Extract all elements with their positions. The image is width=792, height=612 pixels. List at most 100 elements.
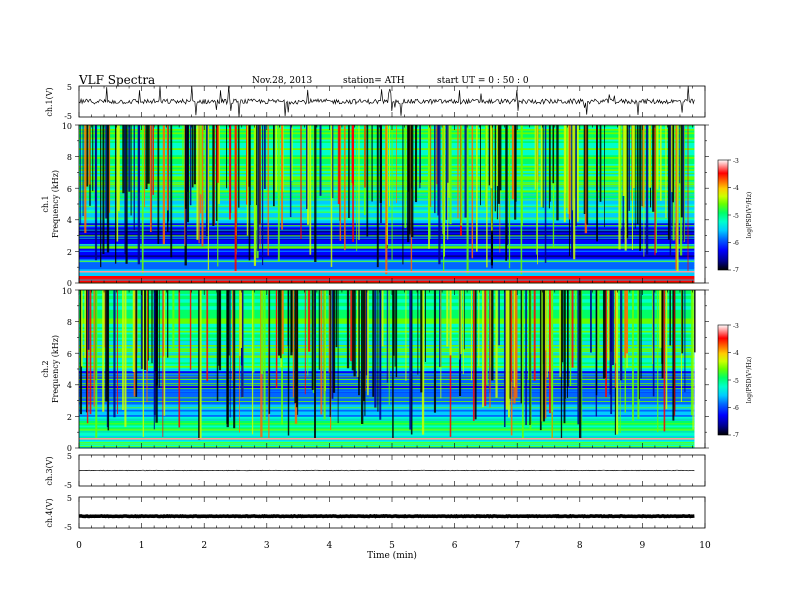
- spec-band: [79, 419, 695, 423]
- spec-band: [79, 412, 695, 416]
- spec-streak: [632, 125, 636, 189]
- spec-streak: [563, 290, 566, 424]
- spec-line: [79, 435, 695, 437]
- spec-band: [79, 395, 695, 398]
- spec-streak: [106, 125, 110, 253]
- ch4-ytick-bottom: -5: [64, 523, 72, 532]
- spec-line: [79, 385, 695, 387]
- spec-streak: [199, 125, 202, 195]
- spec-streak: [676, 125, 679, 272]
- ch2-ytick-8: 8: [67, 318, 72, 327]
- spec-streak: [144, 290, 147, 370]
- spec-band: [79, 405, 695, 409]
- spec-streak: [140, 290, 143, 370]
- spec-band: [79, 363, 695, 366]
- spec-streak: [573, 125, 576, 260]
- spec-streak: [636, 125, 639, 225]
- spec-streak: [645, 125, 649, 255]
- spec-band: [79, 297, 695, 300]
- spec-streak: [311, 290, 314, 390]
- spec-streak: [654, 125, 656, 256]
- spec-line: [79, 440, 695, 441]
- spec-streak: [389, 125, 391, 207]
- spec-streak: [620, 125, 622, 229]
- spec-streak: [363, 290, 365, 402]
- spec-streak: [95, 290, 98, 438]
- spec-band: [79, 274, 695, 277]
- ch3-trace: [78, 469, 695, 472]
- spec-streak: [466, 125, 469, 274]
- ch4-waveform-panel: 5 -5 ch.4(V): [45, 494, 706, 532]
- spec-streak: [510, 290, 512, 382]
- spec-streak: [238, 125, 240, 208]
- spec-band: [79, 305, 695, 308]
- spec-streak: [446, 290, 449, 347]
- spec-streak: [100, 125, 102, 268]
- spec-streak: [639, 125, 642, 251]
- ch1-cb-tick-m7: -7: [733, 267, 739, 274]
- spec-streak: [167, 290, 169, 358]
- spec-streak: [605, 290, 607, 398]
- spec-line: [79, 358, 695, 360]
- spec-streak: [669, 290, 671, 346]
- spec-streak: [460, 125, 463, 226]
- spec-streak: [350, 290, 353, 362]
- spec-streak: [147, 290, 149, 361]
- spec-streak: [158, 290, 160, 388]
- spec-streak: [436, 125, 438, 185]
- spec-streak: [155, 290, 158, 386]
- spec-streak: [353, 290, 356, 377]
- spec-streak: [122, 290, 124, 410]
- spec-line: [79, 419, 695, 421]
- spec-streak: [499, 125, 502, 191]
- spec-band: [79, 402, 695, 405]
- spec-streak: [616, 290, 619, 435]
- ch3-waveform-panel: 5 -5 ch.3(V): [45, 452, 706, 490]
- spec-streak: [386, 125, 388, 246]
- spec-band: [79, 367, 695, 370]
- xtick-5: 5: [389, 541, 395, 551]
- spec-streak: [449, 290, 452, 437]
- spec-streak: [320, 290, 323, 415]
- spec-band: [79, 361, 695, 365]
- spec-line: [79, 407, 695, 409]
- spec-band: [79, 321, 695, 324]
- spec-streak: [331, 125, 334, 199]
- ch1-ytick-0: 0: [67, 279, 72, 288]
- spec-streak: [234, 125, 237, 272]
- spec-streak: [182, 125, 184, 181]
- spec-streak: [595, 290, 598, 396]
- spec-band: [79, 290, 695, 293]
- spec-streak: [218, 290, 221, 366]
- spec-streak: [486, 125, 488, 268]
- spec-streak: [682, 125, 685, 241]
- spec-band: [79, 314, 695, 317]
- spec-streak: [586, 125, 589, 225]
- spec-streak: [396, 125, 397, 204]
- spec-streak: [509, 290, 511, 399]
- spec-streak: [229, 290, 231, 418]
- spec-line: [79, 383, 695, 385]
- spec-band: [79, 339, 695, 342]
- spec-streak: [521, 125, 523, 226]
- spec-streak: [212, 125, 215, 226]
- ch1-colorbar: [717, 159, 729, 271]
- spec-streak: [102, 290, 105, 412]
- spec-streak: [652, 125, 655, 212]
- spec-line: [79, 423, 695, 425]
- spec-streak: [143, 125, 145, 208]
- spec-band: [79, 281, 695, 284]
- spec-streak: [544, 290, 547, 419]
- spec-line: [79, 390, 695, 392]
- spec-streak: [304, 290, 306, 395]
- spec-streak: [661, 290, 664, 364]
- spec-streak: [314, 125, 317, 262]
- spec-streak: [393, 290, 395, 356]
- spec-streak: [503, 290, 506, 428]
- xtick-10: 10: [699, 541, 711, 551]
- spec-band: [79, 326, 695, 330]
- spec-band: [79, 407, 695, 410]
- spec-streak: [508, 125, 511, 269]
- spec-streak: [671, 125, 674, 193]
